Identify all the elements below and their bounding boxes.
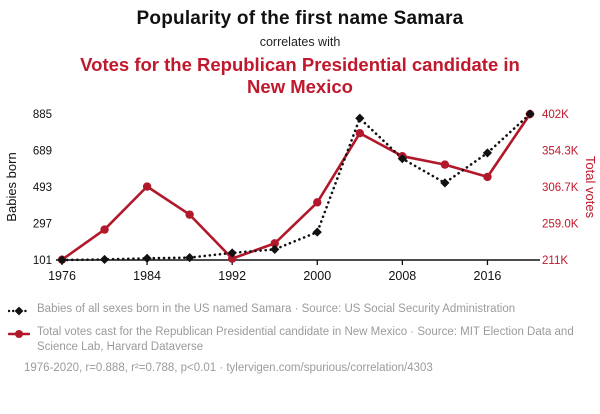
chart-red-title: Votes for the Republican Presidential ca…: [80, 54, 520, 97]
chart: 1976 1984 1992 2000 2008 2016 101 297 493 689 885 2…: [0, 100, 600, 296]
svg-text:Total votes: Total votes: [583, 156, 598, 219]
svg-text:211K: 211K: [542, 255, 568, 267]
footer-stats: 1976-2020, r=0.888, r²=0.788, p<0.01 · t…: [24, 362, 433, 374]
line-chart-canvas: 1976 1984 1992 2000 2008 2016 101 297 493 689 885 2…: [4, 109, 598, 283]
svg-text:885: 885: [33, 109, 52, 121]
svg-text:259.0K: 259.0K: [542, 218, 579, 230]
svg-text:354.3K: 354.3K: [542, 145, 579, 157]
svg-text:297: 297: [33, 218, 52, 230]
legend: Babies of all sexes born in the US named…: [0, 302, 600, 355]
legend-label-babies: Babies of all sexes born in the US named…: [37, 302, 516, 315]
svg-text:101: 101: [33, 255, 52, 267]
svg-text:2016: 2016: [474, 269, 502, 283]
svg-text:402K: 402K: [542, 109, 569, 121]
svg-text:306.7K: 306.7K: [542, 182, 579, 194]
red-circle-marker-icon: [8, 329, 30, 338]
chart-subtitle: correlates with: [259, 35, 341, 49]
legend-item-votes: Total votes cast for the Republican Pres…: [8, 325, 600, 355]
legend-item-babies: Babies of all sexes born in the US named…: [8, 302, 600, 318]
chart-title: Popularity of the first name Samara: [136, 8, 464, 29]
svg-text:1992: 1992: [218, 269, 246, 283]
legend-label-votes: Total votes cast for the Republican Pres…: [37, 325, 574, 353]
svg-text:493: 493: [33, 182, 52, 194]
black-diamond-marker-icon: [8, 306, 30, 316]
svg-text:689: 689: [33, 145, 52, 157]
svg-text:Babies born: Babies born: [4, 152, 19, 221]
svg-text:2008: 2008: [388, 269, 416, 283]
svg-text:1984: 1984: [133, 269, 161, 283]
svg-text:2000: 2000: [303, 269, 331, 283]
svg-text:1976: 1976: [48, 269, 76, 283]
